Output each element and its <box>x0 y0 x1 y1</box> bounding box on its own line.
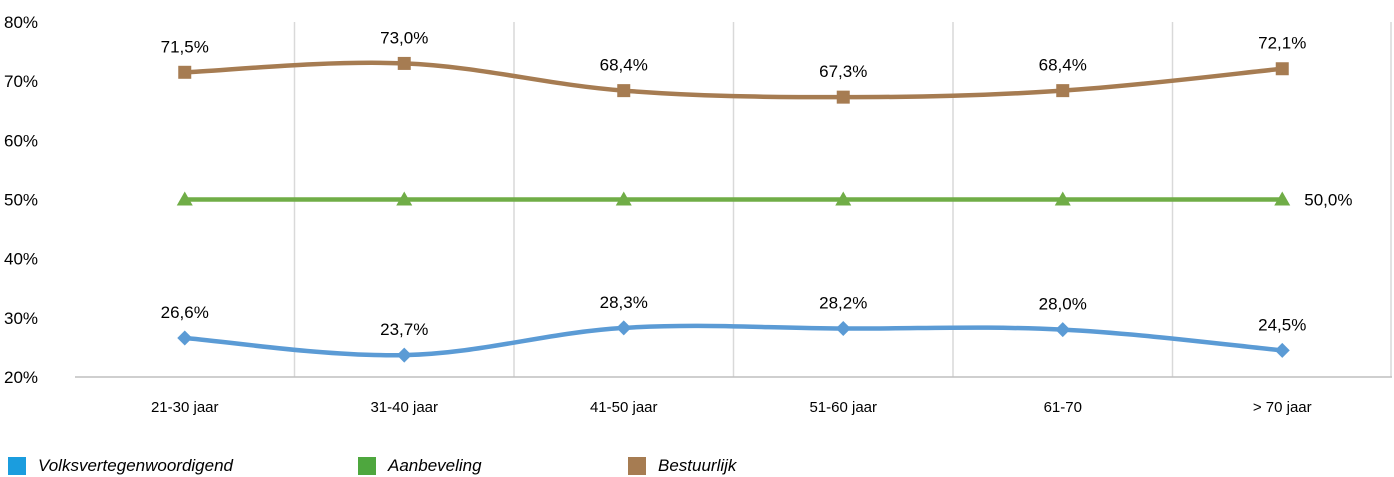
line-chart: 20% 30% 40% 50% 60% 70% 80% 21-30 jaar 31-40 ja… <box>4 13 1392 416</box>
legend-item-volksvertegenwoordigend[interactable]: Volksvertegenwoordigend <box>8 456 233 476</box>
series-layer <box>176 56 1291 363</box>
legend-label: Aanbeveling <box>388 456 482 475</box>
y-tick-label: 70% <box>4 72 38 91</box>
x-tick-label: 61-70 <box>1044 399 1082 416</box>
y-tick-label: 60% <box>4 131 38 150</box>
data-point[interactable] <box>177 330 193 346</box>
legend-swatch-aanbeveling <box>358 457 376 475</box>
data-label: 67,3% <box>819 62 867 81</box>
y-axis-ticks: 20% 30% 40% 50% 60% 70% 80% <box>4 13 38 387</box>
data-point[interactable] <box>615 191 632 206</box>
data-labels: 26,6% 23,7% 28,3% 28,2% 28,0% 24,5% 50,0% 71,5%… <box>161 28 1353 339</box>
series-line <box>182 323 1285 358</box>
data-point[interactable] <box>1274 342 1290 358</box>
data-point[interactable] <box>617 84 631 98</box>
legend-label: Bestuurlijk <box>658 456 737 475</box>
x-tick-label: > 70 jaar <box>1253 399 1312 416</box>
data-point[interactable] <box>176 191 193 206</box>
data-label: 50,0% <box>1304 191 1352 210</box>
y-tick-label: 50% <box>4 191 38 210</box>
data-label: 26,6% <box>161 303 209 322</box>
y-tick-label: 20% <box>4 368 38 387</box>
x-tick-label: 21-30 jaar <box>151 399 219 416</box>
data-label: 28,3% <box>600 293 648 312</box>
data-label: 23,7% <box>380 320 428 339</box>
x-tick-label: 31-40 jaar <box>370 399 438 416</box>
data-label: 68,4% <box>1039 56 1087 75</box>
legend-item-bestuurlijk[interactable]: Bestuurlijk <box>628 456 736 476</box>
y-tick-label: 30% <box>4 309 38 328</box>
x-tick-label: 51-60 jaar <box>809 399 877 416</box>
data-point[interactable] <box>1056 84 1070 98</box>
data-point[interactable] <box>836 90 850 104</box>
legend-swatch-bestuurlijk <box>628 457 646 475</box>
x-axis-ticks: 21-30 jaar 31-40 jaar 41-50 jaar 51-60 jaar… <box>151 399 1312 416</box>
data-point[interactable] <box>396 191 413 206</box>
series-line <box>182 60 1285 100</box>
data-point[interactable] <box>178 65 192 79</box>
data-point[interactable] <box>1054 191 1071 206</box>
data-point[interactable] <box>616 320 632 336</box>
data-point[interactable] <box>397 56 411 70</box>
data-label: 73,0% <box>380 28 428 47</box>
legend: Volksvertegenwoordigend Aanbeveling Best… <box>0 452 1394 477</box>
y-tick-label: 40% <box>4 250 38 269</box>
data-point[interactable] <box>1275 62 1289 76</box>
data-point[interactable] <box>1055 322 1071 338</box>
data-label: 68,4% <box>600 56 648 75</box>
data-label: 71,5% <box>161 37 209 56</box>
x-tick-label: 41-50 jaar <box>590 399 658 416</box>
data-label: 28,2% <box>819 293 867 312</box>
data-point[interactable] <box>1274 191 1291 206</box>
data-point[interactable] <box>396 347 412 363</box>
data-point[interactable] <box>835 320 851 336</box>
data-label: 24,5% <box>1258 315 1306 334</box>
legend-swatch-volksvertegenwoordigend <box>8 457 26 475</box>
legend-label: Volksvertegenwoordigend <box>38 456 233 475</box>
data-label: 72,1% <box>1258 34 1306 53</box>
y-tick-label: 80% <box>4 13 38 32</box>
legend-item-aanbeveling[interactable]: Aanbeveling <box>358 456 482 476</box>
data-point[interactable] <box>835 191 852 206</box>
data-label: 28,0% <box>1039 295 1087 314</box>
